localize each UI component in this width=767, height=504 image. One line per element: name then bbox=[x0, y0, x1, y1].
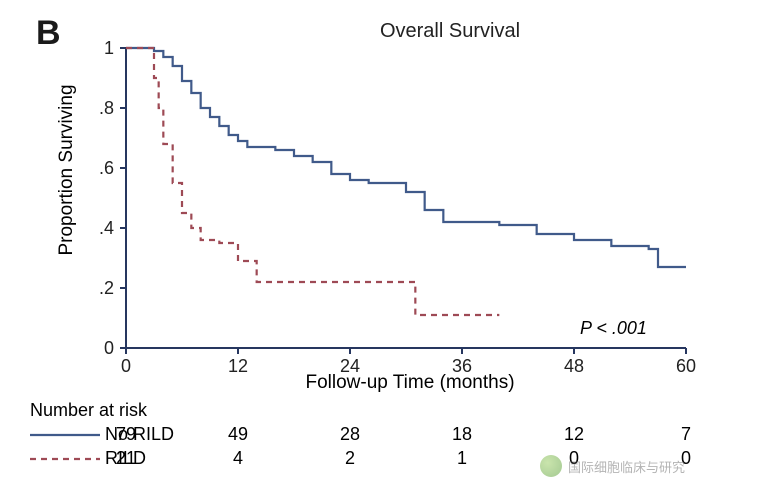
risk-cell: 21 bbox=[106, 448, 146, 469]
svg-text:0: 0 bbox=[121, 356, 131, 376]
risk-cell: 28 bbox=[330, 424, 370, 445]
risk-cell: 49 bbox=[218, 424, 258, 445]
svg-text:0: 0 bbox=[104, 338, 114, 358]
risk-row-legend: No RILD bbox=[30, 424, 174, 445]
risk-cell: 18 bbox=[442, 424, 482, 445]
risk-cell: 1 bbox=[442, 448, 482, 469]
x-axis-label: Follow-up Time (months) bbox=[240, 372, 580, 394]
svg-text:.8: .8 bbox=[99, 98, 114, 118]
wechat-icon bbox=[540, 455, 562, 477]
risk-cell: 7 bbox=[666, 424, 706, 445]
svg-text:60: 60 bbox=[676, 356, 696, 376]
p-value: P < .001 bbox=[580, 318, 647, 338]
svg-text:.4: .4 bbox=[99, 218, 114, 238]
legend-line-icon bbox=[30, 428, 100, 442]
legend-line-icon bbox=[30, 452, 100, 466]
svg-text:.2: .2 bbox=[99, 278, 114, 298]
risk-cell: 4 bbox=[218, 448, 258, 469]
p-value-text: P < .001 bbox=[580, 318, 647, 339]
svg-text:.6: .6 bbox=[99, 158, 114, 178]
svg-text:1: 1 bbox=[104, 38, 114, 58]
risk-cell: 12 bbox=[554, 424, 594, 445]
watermark-text: 国际细胞临床与研究 bbox=[568, 457, 685, 476]
watermark: 国际细胞临床与研究 bbox=[540, 455, 685, 477]
risk-table-header: Number at risk bbox=[30, 400, 147, 421]
risk-cell: 2 bbox=[330, 448, 370, 469]
risk-cell: 79 bbox=[106, 424, 146, 445]
